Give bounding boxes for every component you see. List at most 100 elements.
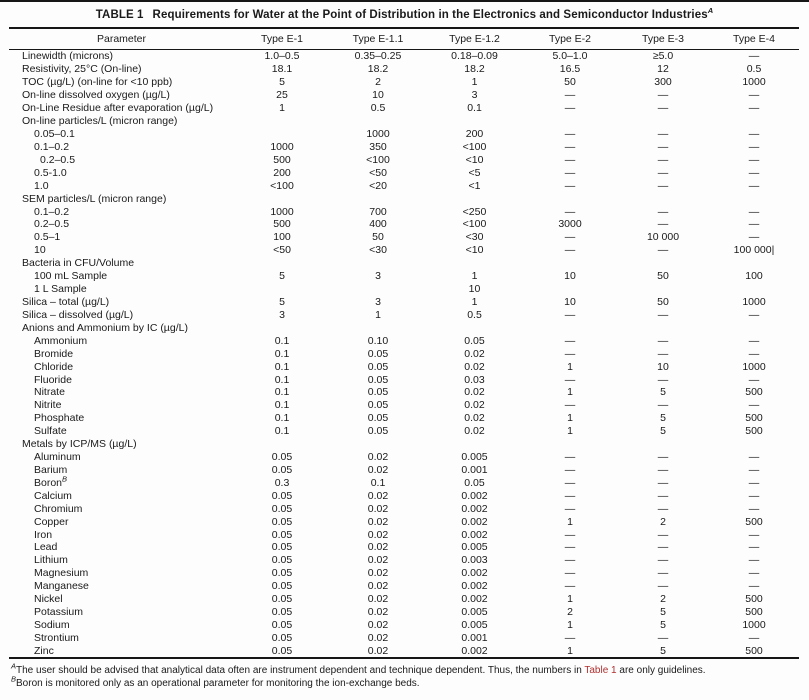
value-cell: — [657,502,669,515]
value-cell: 10 [372,89,384,102]
value-cell: 0.1 [274,334,290,347]
table-row: Phosphate 0.1 0.05 0.02 1 5 500 [9,412,799,425]
table-row: Magnesium 0.05 0.02 0.002 — — — [9,567,799,580]
value-cell: — [564,244,576,257]
value-cell: 0.02 [367,541,389,554]
value-cell: 0.5 [746,63,762,76]
value-cell: 0.1 [274,399,290,412]
value-cell: 0.02 [464,399,485,412]
value-cell: 25 [276,89,288,102]
value-cell: 0.001 [461,631,488,644]
table-row: 0.1–0.2 1000 700 <250 — — — [9,205,799,218]
value-cell: — [564,231,576,244]
value-cell: 500 [273,153,291,166]
value-cell: — [657,463,669,476]
value-cell: 0.02 [367,580,389,593]
value-cell [330,283,426,296]
value-cell: 0.002 [461,489,488,502]
value-cell: 1000 [742,619,766,632]
value-cell: — [657,580,669,593]
value-cell: <100 [462,140,487,153]
value-cell: — [748,631,760,644]
value-cell: <20 [369,179,387,192]
table-row: 0.2–0.5 500 400 <100 3000 — — [9,218,799,231]
param-cell: Bromide [34,347,74,360]
param-cell: 1.0 [34,179,49,192]
value-cell: 18.2 [367,63,389,76]
value-cell: 3000 [558,218,582,231]
value-cell: 0.05 [271,489,293,502]
value-cell: — [564,102,576,115]
value-cell [234,321,330,334]
value-cell: 100 [745,270,763,283]
value-cell: 0.18–0.09 [451,50,498,63]
value-cell: — [748,463,760,476]
value-cell: 1.0–0.5 [264,50,300,63]
value-cell [709,257,799,270]
value-cell: 0.005 [461,619,488,632]
value-cell: — [657,373,669,386]
value-cell: 0.005 [461,541,488,554]
value-cell: — [657,127,669,140]
value-cell: — [657,102,669,115]
value-cell: 500 [745,515,763,528]
value-cell: — [748,541,760,554]
value-cell: 1 [567,386,573,399]
value-cell: 10 [564,295,576,308]
table-title-label: TABLE 1 [95,9,144,21]
value-cell: — [748,373,760,386]
value-cell [426,115,523,128]
value-cell: 0.35–0.25 [354,50,402,63]
value-cell: 5 [660,644,666,657]
value-cell: 0.05 [367,399,389,412]
value-cell: — [564,463,576,476]
value-cell: 0.02 [464,412,485,425]
table-row: Manganese 0.05 0.02 0.002 — — — [9,580,799,593]
value-cell: ≥5.0 [652,50,674,63]
table-row: Copper 0.05 0.02 0.002 1 2 500 [9,515,799,528]
value-cell: 0.05 [271,451,293,464]
param-cell: 100 mL Sample [34,270,108,283]
value-cell: 0.05 [271,606,293,619]
value-cell: 0.02 [367,528,389,541]
param-cell: Potassium [34,606,84,619]
column-header-type-e2: Type E-2 [523,28,617,50]
footnote-ref: B [62,474,68,484]
value-cell: 200 [465,127,484,140]
column-header-parameter: Parameter [9,28,234,50]
value-cell [617,192,709,205]
table-row: 0.1–0.2 1000 350 <100 — — — [9,140,799,153]
table-row: Silica – dissolved (µg/L) 3 1 0.5 — — — [9,308,799,321]
table-1-link[interactable]: Table 1 [584,665,617,677]
value-cell: 0.02 [367,451,389,464]
value-cell: 500 [745,644,763,657]
value-cell: — [657,528,669,541]
value-cell: 1 [567,425,573,438]
value-cell: — [657,218,669,231]
value-cell: 0.1 [274,373,290,386]
param-cell: 0.05–0.1 [34,127,75,140]
value-cell: <100 [366,153,390,166]
value-cell: 0.005 [461,451,488,464]
param-cell: Lead [34,541,58,554]
value-cell: — [748,153,760,166]
value-cell: — [657,140,669,153]
value-cell: — [564,89,576,102]
value-cell: 0.5 [467,308,482,321]
table-row: TOC (µg/L) (on-line for <10 ppb) 5 2 1 50 300… [9,76,799,89]
value-cell: — [657,451,669,464]
value-cell [426,257,523,270]
value-cell [617,257,709,270]
value-cell: 0.02 [464,386,485,399]
value-cell: 0.002 [461,567,488,580]
value-cell: 0.10 [367,334,389,347]
value-cell: 1000 [270,140,294,153]
param-cell: Nitrite [34,399,62,412]
value-cell: 2 [660,593,666,606]
value-cell: 0.002 [461,502,488,515]
table-row: Lithium 0.05 0.02 0.003 — — — [9,554,799,567]
value-cell [426,321,523,334]
value-cell: 0.05 [367,412,389,425]
param-cell: Manganese [34,580,89,593]
